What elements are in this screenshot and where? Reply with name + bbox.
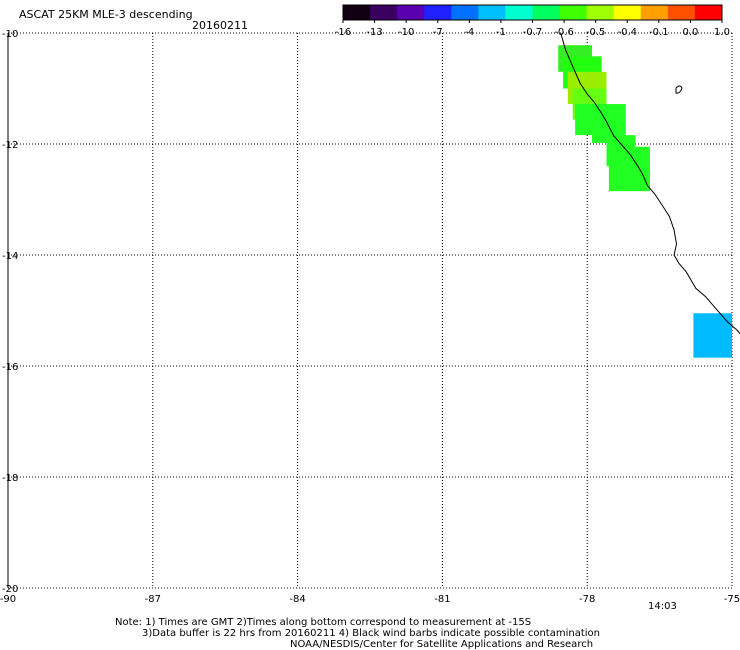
note-line-2: 3)Data buffer is 22 hrs from 20160211 4)…	[142, 628, 600, 639]
colorbar-swatch	[370, 5, 398, 20]
wind-cell	[693, 313, 732, 358]
map-date: 20160211	[192, 19, 248, 32]
coastline	[560, 32, 740, 335]
colorbar-swatch	[694, 5, 723, 20]
colorbar-swatch	[343, 5, 371, 20]
colorbar-swatch	[424, 5, 452, 20]
colorbar-swatch	[559, 5, 588, 20]
longitude-label: -87	[145, 594, 161, 605]
longitude-label: -75	[724, 594, 740, 605]
latitude-label: -12	[2, 140, 18, 151]
island-outline	[675, 85, 683, 94]
time-label: 14:03	[648, 601, 677, 612]
colorbar-label: -4	[464, 27, 474, 38]
colorbar	[342, 4, 723, 21]
colorbar-swatch	[397, 5, 425, 20]
latitude-label: -16	[2, 362, 18, 373]
colorbar-swatch	[613, 5, 642, 20]
colorbar-swatch	[586, 5, 615, 20]
colorbar-swatch	[478, 5, 506, 20]
longitude-labels: -90 -87 -84 -81 -78 -75	[0, 594, 740, 605]
colorbar-label: -0.1	[649, 27, 669, 38]
colorbar-swatch	[532, 5, 561, 20]
longitude-label: -81	[434, 594, 450, 605]
note-line-1: Note: 1) Times are GMT 2)Times along bot…	[115, 617, 531, 628]
colorbar-swatch	[640, 5, 669, 20]
colorbar-label: -16	[335, 27, 351, 38]
colorbar-labels: -16 -13 -10 -7 -4 -1 -0.7 -0.6 -0.5 -0.4 -0.1 0.0 1.…	[335, 20, 730, 38]
longitude-label: -78	[579, 594, 595, 605]
map-title: ASCAT 25KM MLE-3 descending	[19, 8, 193, 21]
latitude-label: -10	[2, 29, 18, 40]
longitude-label: -84	[289, 594, 305, 605]
longitude-label: -90	[0, 594, 16, 605]
latitude-labels: -10 -12 -14 -16 -18 -20	[2, 29, 18, 595]
colorbar-swatch	[451, 5, 479, 20]
colorbar-swatch	[667, 5, 696, 20]
colorbar-label: 0.0	[682, 27, 698, 38]
colorbar-swatch	[505, 5, 533, 20]
colorbar-label: -10	[398, 27, 414, 38]
latitude-label: -20	[2, 584, 18, 595]
note-line-3: NOAA/NESDIS/Center for Satellite Applica…	[290, 639, 593, 650]
wind-cells	[558, 45, 732, 358]
latitude-label: -18	[2, 473, 18, 484]
colorbar-label: -0.5	[586, 27, 606, 38]
colorbar-label: -0.6	[554, 27, 574, 38]
latitude-label: -14	[2, 251, 18, 262]
colorbar-label: -0.4	[617, 27, 637, 38]
colorbar-label: -0.7	[523, 27, 543, 38]
